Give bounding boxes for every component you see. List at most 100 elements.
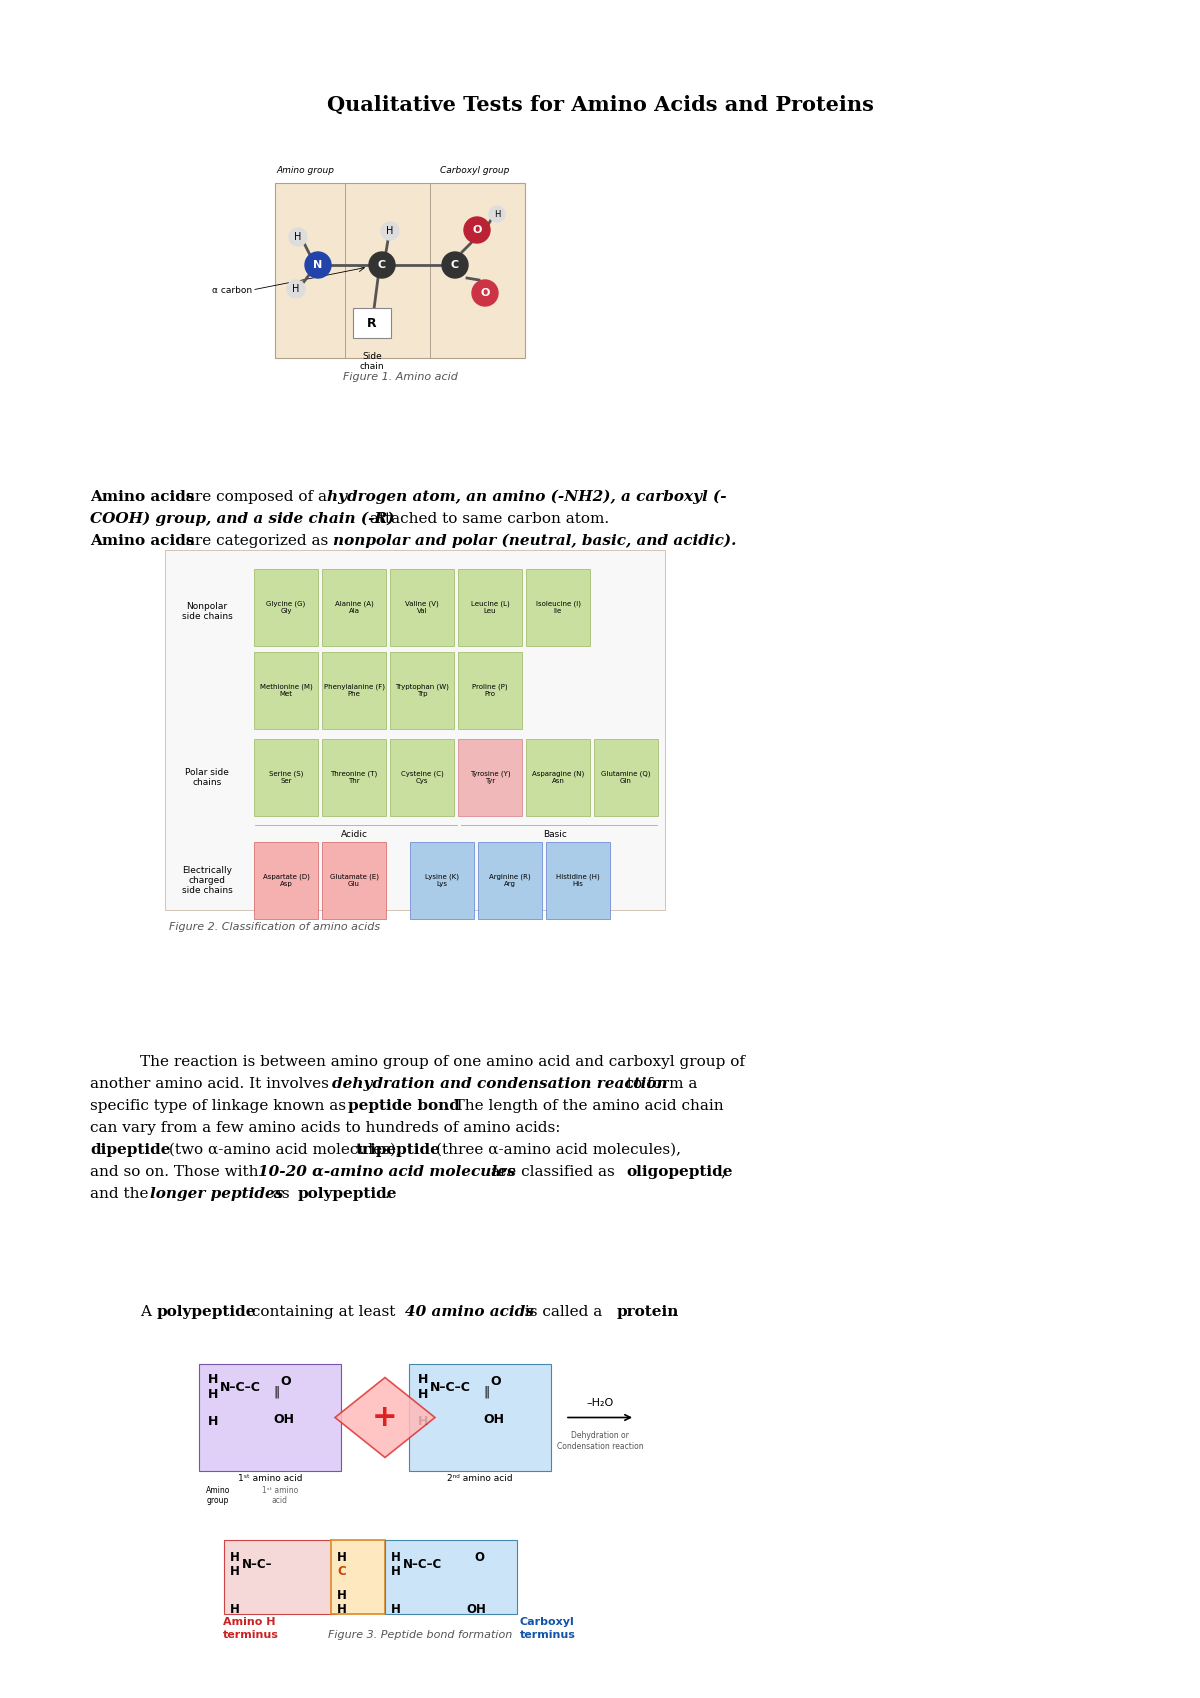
Text: longer peptides: longer peptides (150, 1187, 283, 1200)
Text: . The length of the amino acid chain: . The length of the amino acid chain (445, 1099, 724, 1112)
Text: H: H (337, 1603, 347, 1616)
Text: hydrogen atom, an amino (-NH2), a carboxyl (-: hydrogen atom, an amino (-NH2), a carbox… (326, 491, 727, 504)
Text: specific type of linkage known as: specific type of linkage known as (90, 1099, 350, 1112)
Text: Lysine (K)
Lys: Lysine (K) Lys (425, 874, 458, 888)
Circle shape (442, 251, 468, 278)
Text: Histidine (H)
His: Histidine (H) His (556, 874, 600, 888)
Text: Proline (P)
Pro: Proline (P) Pro (472, 684, 508, 698)
Text: C: C (451, 260, 460, 270)
Circle shape (287, 280, 305, 299)
Text: Figure 1. Amino acid: Figure 1. Amino acid (342, 372, 457, 382)
Text: ,: , (720, 1165, 725, 1178)
Text: 2ⁿᵈ amino acid: 2ⁿᵈ amino acid (448, 1474, 512, 1482)
Text: O: O (490, 1375, 500, 1387)
Text: C: C (378, 260, 386, 270)
Text: Phenylalanine (F)
Phe: Phenylalanine (F) Phe (324, 684, 384, 698)
Text: terminus: terminus (520, 1630, 576, 1640)
Text: is called a: is called a (520, 1306, 607, 1319)
Text: ‖: ‖ (274, 1386, 280, 1397)
Text: Qualitative Tests for Amino Acids and Proteins: Qualitative Tests for Amino Acids and Pr… (326, 95, 874, 115)
Text: H: H (418, 1374, 428, 1386)
FancyBboxPatch shape (275, 182, 526, 358)
Text: are categorized as: are categorized as (181, 533, 334, 548)
FancyBboxPatch shape (546, 842, 610, 919)
Text: H: H (230, 1566, 240, 1577)
Text: .: . (672, 1306, 677, 1319)
Circle shape (289, 228, 307, 246)
FancyBboxPatch shape (353, 307, 391, 338)
Text: Methionine (M)
Met: Methionine (M) Met (259, 684, 312, 698)
Text: COOH) group, and a side chain (-R): COOH) group, and a side chain (-R) (90, 513, 395, 526)
Text: H: H (386, 226, 394, 236)
FancyBboxPatch shape (526, 569, 590, 645)
Text: H: H (418, 1387, 428, 1401)
Text: Arginine (R)
Arg: Arginine (R) Arg (490, 874, 530, 888)
FancyBboxPatch shape (199, 1363, 341, 1470)
Text: Dehydration or
Condensation reaction: Dehydration or Condensation reaction (557, 1431, 643, 1450)
Text: as: as (268, 1187, 294, 1200)
Text: OH: OH (274, 1413, 294, 1426)
Text: 40 amino acids: 40 amino acids (406, 1306, 534, 1319)
Text: Amino
group: Amino group (206, 1486, 230, 1506)
FancyBboxPatch shape (322, 842, 386, 919)
Text: .: . (385, 1187, 390, 1200)
Text: +: + (372, 1403, 398, 1431)
Text: Asparagine (N)
Asn: Asparagine (N) Asn (532, 771, 584, 784)
Circle shape (464, 217, 490, 243)
Circle shape (305, 251, 331, 278)
Text: Threonine (T)
Thr: Threonine (T) Thr (330, 771, 378, 784)
FancyBboxPatch shape (254, 739, 318, 817)
Text: and the: and the (90, 1187, 154, 1200)
Text: attached to same carbon atom.: attached to same carbon atom. (365, 513, 610, 526)
Circle shape (370, 251, 395, 278)
FancyBboxPatch shape (390, 569, 454, 645)
FancyBboxPatch shape (322, 652, 386, 728)
Text: 1ˢᵗ amino acid: 1ˢᵗ amino acid (238, 1474, 302, 1482)
Text: Amino group: Amino group (276, 165, 334, 175)
Text: R: R (367, 316, 377, 329)
Text: The reaction is between amino group of one amino acid and carboxyl group of: The reaction is between amino group of o… (140, 1054, 745, 1070)
Circle shape (382, 222, 398, 239)
Text: are classified as: are classified as (486, 1165, 619, 1178)
FancyBboxPatch shape (331, 1540, 385, 1615)
FancyBboxPatch shape (385, 1540, 517, 1615)
Text: 10-20 α-amino acid molecules: 10-20 α-amino acid molecules (258, 1165, 516, 1178)
FancyBboxPatch shape (322, 739, 386, 817)
Text: Side
chain: Side chain (360, 351, 384, 372)
Text: Polar side
chains: Polar side chains (185, 767, 229, 788)
Text: Carboxyl group: Carboxyl group (440, 165, 510, 175)
Text: can vary from a few amino acids to hundreds of amino acids:: can vary from a few amino acids to hundr… (90, 1121, 560, 1134)
Text: Alanine (A)
Ala: Alanine (A) Ala (335, 601, 373, 615)
Text: OH: OH (482, 1413, 504, 1426)
FancyBboxPatch shape (254, 652, 318, 728)
Text: A: A (140, 1306, 156, 1319)
Text: Amino acids: Amino acids (90, 533, 194, 548)
Text: O: O (480, 289, 490, 299)
FancyBboxPatch shape (410, 842, 474, 919)
FancyBboxPatch shape (478, 842, 542, 919)
Text: C: C (337, 1566, 346, 1577)
Text: H: H (208, 1374, 218, 1386)
Text: peptide bond: peptide bond (348, 1099, 460, 1112)
Text: N–C–: N–C– (242, 1559, 272, 1571)
Text: α carbon: α carbon (212, 285, 252, 294)
Text: N–C–C: N–C–C (403, 1559, 443, 1571)
Text: Amino H: Amino H (223, 1616, 276, 1627)
Text: Leucine (L)
Leu: Leucine (L) Leu (470, 601, 509, 615)
Text: O: O (474, 1550, 484, 1564)
Text: H: H (293, 284, 300, 294)
Text: to form a: to form a (622, 1077, 697, 1092)
Text: H: H (230, 1603, 240, 1616)
Text: H: H (391, 1550, 401, 1564)
FancyBboxPatch shape (458, 739, 522, 817)
Text: and so on. Those with: and so on. Those with (90, 1165, 263, 1178)
FancyBboxPatch shape (254, 569, 318, 645)
Text: polypeptide: polypeptide (157, 1306, 257, 1319)
Text: Valine (V)
Val: Valine (V) Val (406, 601, 439, 615)
Text: ‖: ‖ (482, 1386, 490, 1397)
Text: dipeptide: dipeptide (90, 1143, 170, 1156)
FancyBboxPatch shape (390, 739, 454, 817)
Text: H: H (494, 209, 500, 219)
Text: OH: OH (466, 1603, 486, 1616)
Text: protein: protein (617, 1306, 679, 1319)
